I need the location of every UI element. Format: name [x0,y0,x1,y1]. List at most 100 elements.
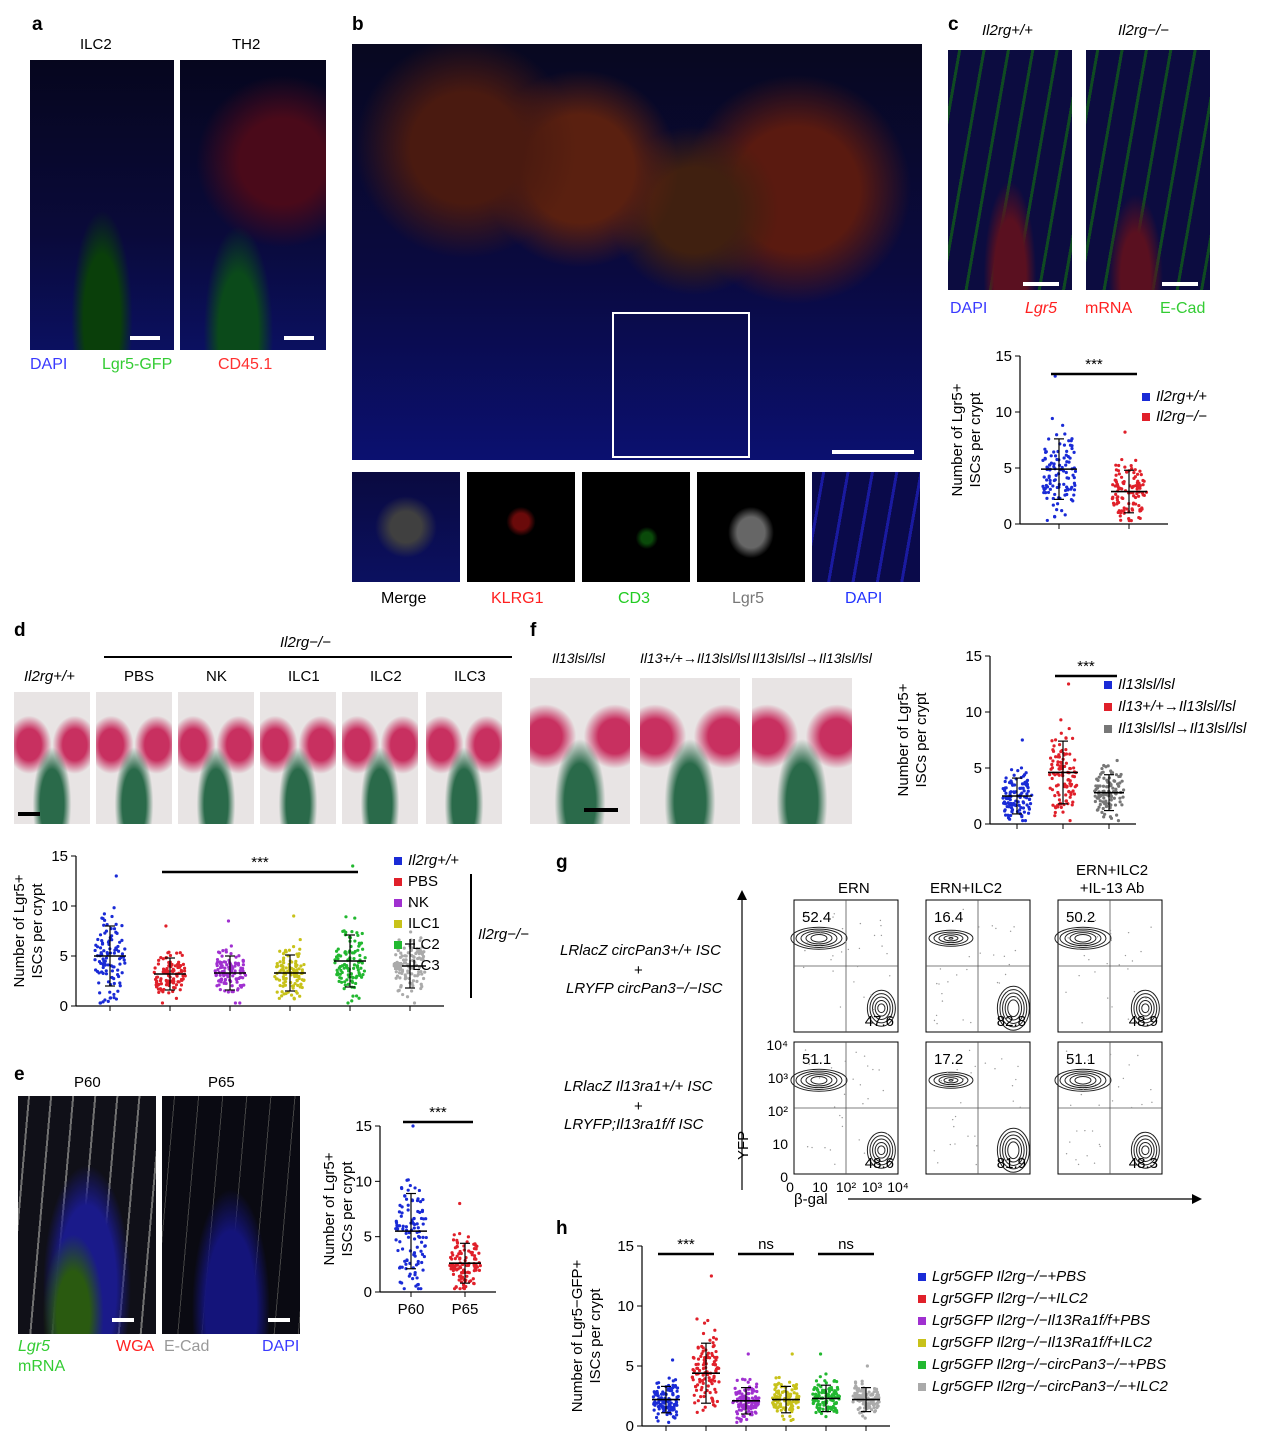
event-dot [1094,971,1096,973]
data-point [1027,807,1032,811]
data-point [362,969,367,973]
legend-item: Il2rg+/+ [394,852,459,869]
data-point [418,938,422,943]
quadrant-value-upper-left: 51.1 [1066,1051,1095,1068]
data-point [670,1358,675,1362]
event-dot [824,1147,826,1149]
legend-item: Il13+/+→Il13lsl/lsl [1104,698,1236,715]
chart-h: 0 5 10 15 Number of Lgr5−GFP+ISCs per crypt *… [569,1236,890,1435]
data-point [1019,766,1024,770]
scale-bar [584,808,618,812]
chart-c: 0 5 10 15 Number of Lgr5+ISCs per crypt *** [949,348,1168,533]
data-point [223,966,227,970]
data-point [421,958,425,962]
data-point [1051,503,1055,507]
event-dot [1091,920,1093,923]
data-point [773,1387,777,1392]
data-point [401,958,406,962]
data-point [652,1408,656,1412]
data-point [333,961,337,965]
contour [1130,989,1160,1027]
event-dot [1084,1129,1086,1132]
contour [1007,1141,1020,1160]
data-point [453,1257,457,1261]
y-tick-label: 5 [1004,460,1012,477]
data-point [406,969,410,973]
data-point [1054,755,1058,759]
data-point [160,1001,165,1005]
event-dot [1076,1130,1078,1132]
data-point [450,1257,454,1261]
data-point [714,1349,718,1354]
event-dot [1013,926,1015,928]
data-point [471,1277,475,1281]
data-point [789,1392,793,1396]
data-point [661,1406,665,1411]
event-dot [976,1145,978,1147]
data-point [1053,454,1058,458]
data-point [773,1395,777,1399]
data-point [856,1389,860,1393]
data-point [1057,743,1062,747]
data-point [412,955,416,959]
data-point [419,1287,423,1291]
data-point [290,960,294,964]
scale-bar [112,1318,134,1322]
data-point [236,987,240,991]
data-point [1064,470,1068,475]
data-point [715,1355,719,1359]
data-point [873,1410,877,1414]
data-point [404,1197,409,1201]
data-point [1056,790,1060,795]
data-point [404,958,408,962]
data-point [872,1405,876,1410]
data-point [335,968,339,972]
data-point [754,1385,758,1389]
col-label: Il13lsl/lsl→Il13lsl/lsl [752,650,872,666]
data-point [746,1352,750,1356]
data-point [97,981,101,985]
data-point [1025,803,1029,807]
data-point [110,969,115,973]
data-point [216,950,221,954]
data-point [656,1412,660,1416]
row-label-bottom-2: + [634,1098,643,1115]
data-point [215,957,220,962]
legend-mrna: mRNA [1085,300,1133,317]
data-point [98,991,102,995]
contour [1136,1138,1155,1162]
quadrant-value-upper-left: 16.4 [934,909,963,926]
data-point [774,1405,778,1409]
axes: 0 5 10 15 Number of Lgr5−GFP+ISCs per crypt [569,1238,890,1435]
data-point [449,1267,453,1271]
data-point [1064,799,1068,803]
event-dot [996,981,999,984]
event-dot [1078,974,1080,977]
contour [810,1075,828,1085]
data-point [361,973,365,977]
significance-label: ns [758,1236,774,1253]
contour [805,932,833,945]
data-point [298,994,302,998]
data-point [1047,474,1051,478]
event-dot [1096,936,1099,938]
data-point [702,1394,706,1399]
data-point [284,991,288,996]
data-point [655,1391,659,1395]
data-point [697,1368,702,1373]
data-point [1134,484,1138,488]
y-tick-label: 0 [780,1169,788,1185]
event-dot [1110,939,1112,942]
contour [943,1077,959,1084]
data-point [1093,799,1097,804]
data-point [752,1389,756,1393]
data-point [292,997,296,1001]
event-dot [863,996,865,998]
y-tick-label: 15 [51,848,68,865]
event-dot [1099,1145,1101,1148]
data-point [219,980,223,984]
data-point [1046,490,1051,495]
contour [999,989,1028,1028]
data-point [788,1408,793,1412]
quadrant-value-upper-left: 50.2 [1066,909,1095,926]
